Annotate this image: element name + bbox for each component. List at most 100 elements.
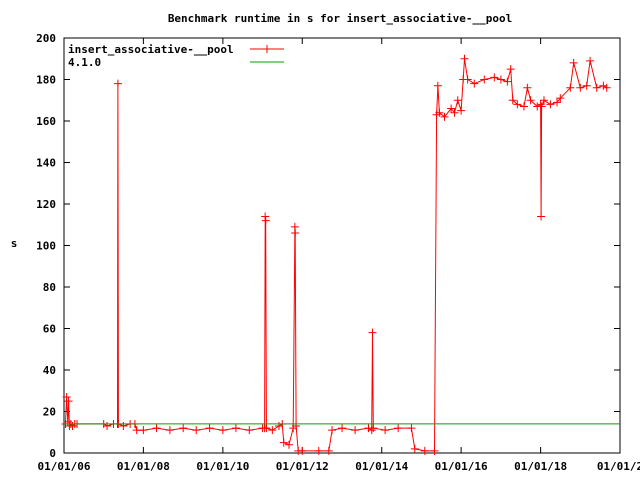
data-point (447, 104, 456, 113)
data-point (274, 422, 283, 431)
x-tick-label: 01/01/18 (514, 460, 567, 473)
data-point (566, 83, 575, 92)
x-tick-label: 01/01/08 (117, 460, 170, 473)
data-point (537, 102, 546, 111)
data-point (103, 422, 112, 431)
data-point (569, 58, 578, 67)
data-point (291, 229, 300, 238)
data-point (420, 446, 429, 455)
data-point (526, 96, 535, 105)
data-point (496, 75, 505, 84)
data-point (368, 328, 377, 337)
data-point (539, 96, 548, 105)
data-point (576, 83, 585, 92)
data-point (279, 438, 288, 447)
data-point (284, 440, 293, 449)
data-point (62, 392, 71, 401)
data-point (367, 426, 376, 435)
y-tick-label: 20 (43, 406, 56, 419)
data-point (556, 94, 565, 103)
y-tick-label: 100 (36, 240, 56, 253)
y-tick-label: 120 (36, 198, 56, 211)
data-point (152, 424, 161, 433)
x-tick-label: 01/01/2 (597, 460, 640, 473)
series-layer (61, 54, 620, 455)
data-point (394, 424, 403, 433)
data-point (407, 424, 416, 433)
data-point (192, 426, 201, 435)
y-tick-label: 40 (43, 364, 56, 377)
data-point (463, 75, 472, 84)
y-tick-label: 0 (49, 447, 56, 460)
data-point (139, 426, 148, 435)
data-point (410, 444, 419, 453)
data-point (506, 65, 515, 74)
data-point (440, 112, 449, 121)
data-point (536, 100, 545, 109)
data-point (537, 212, 546, 221)
data-point (553, 98, 562, 107)
data-point (179, 424, 188, 433)
data-point (261, 216, 270, 225)
data-point (599, 81, 608, 90)
data-point (582, 81, 591, 90)
data-point (351, 426, 360, 435)
data-point (231, 424, 240, 433)
y-tick-label: 60 (43, 323, 56, 336)
data-point (64, 397, 73, 406)
y-tick-label: 80 (43, 281, 56, 294)
data-point (218, 426, 227, 435)
data-point (245, 426, 254, 435)
data-point (369, 424, 378, 433)
data-point (490, 73, 499, 82)
data-point (324, 446, 333, 455)
data-point (450, 108, 459, 117)
data-point (453, 96, 462, 105)
data-point (381, 426, 390, 435)
data-point (292, 422, 301, 431)
data-point (546, 100, 555, 109)
x-tick-label: 01/01/16 (435, 460, 488, 473)
data-point (519, 102, 528, 111)
data-point (508, 96, 517, 105)
x-tick-label: 01/01/10 (196, 460, 249, 473)
data-point (314, 446, 323, 455)
y-tick-label: 180 (36, 74, 56, 87)
data-point (433, 81, 442, 90)
data-point (165, 426, 174, 435)
legend-marker (263, 45, 271, 53)
data-point (119, 422, 128, 431)
axis-ticks: 0 20 40 60 80 100 120 140 160 180 200 01/01/06 01/01… (36, 32, 640, 473)
data-point (457, 106, 466, 115)
data-point (480, 75, 489, 84)
data-point (523, 83, 532, 92)
data-point (586, 56, 595, 65)
plot-frame (63, 37, 621, 454)
data-point (262, 424, 271, 433)
chart-title: Benchmark runtime in s for insert_associ… (168, 12, 512, 25)
x-tick-label: 01/01/12 (276, 460, 329, 473)
data-point (602, 83, 611, 92)
legend-label: 4.1.0 (68, 56, 101, 69)
data-point (261, 212, 270, 221)
data-point (513, 100, 522, 109)
data-point (430, 446, 439, 455)
data-point (503, 77, 512, 86)
data-point (328, 426, 337, 435)
data-point (113, 79, 122, 88)
y-tick-label: 160 (36, 115, 56, 128)
data-point (592, 83, 601, 92)
data-point (460, 54, 469, 63)
series-line-0 (65, 58, 607, 452)
y-tick-label: 140 (36, 157, 56, 170)
y-tick-label: 200 (36, 32, 56, 45)
data-point (470, 79, 479, 88)
data-point (268, 426, 277, 435)
legend-label: insert_associative-__pool (68, 43, 234, 56)
data-point (205, 424, 214, 433)
data-point (338, 424, 347, 433)
y-axis-label: s (11, 237, 18, 250)
data-point (298, 446, 307, 455)
